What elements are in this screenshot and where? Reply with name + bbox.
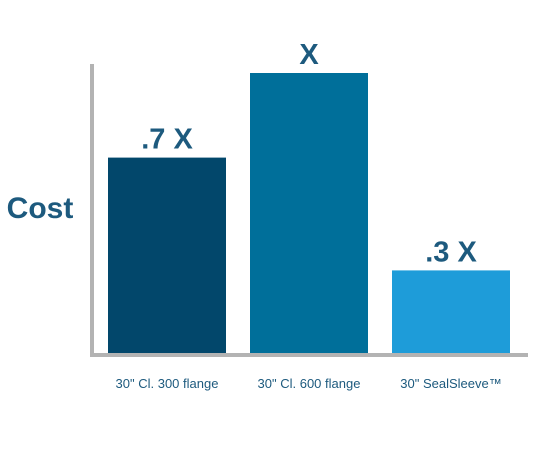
category-label-3: 30" SealSleeve™	[400, 376, 501, 391]
y-axis-label: Cost	[7, 192, 74, 225]
bar-value-label-2: X	[299, 39, 319, 71]
category-label-2: 30" Cl. 600 flange	[258, 376, 361, 391]
category-label-1: 30" Cl. 300 flange	[116, 376, 219, 391]
bar-2	[250, 73, 368, 355]
bar-value-label-1: .7 X	[141, 124, 193, 156]
bars-group	[108, 73, 510, 355]
labels-group: .7 X 30" Cl. 300 flange X 30" Cl. 600 flang…	[116, 39, 502, 391]
bar-3	[392, 270, 510, 355]
bar-1	[108, 157, 226, 355]
bar-value-label-3: .3 X	[425, 236, 477, 268]
